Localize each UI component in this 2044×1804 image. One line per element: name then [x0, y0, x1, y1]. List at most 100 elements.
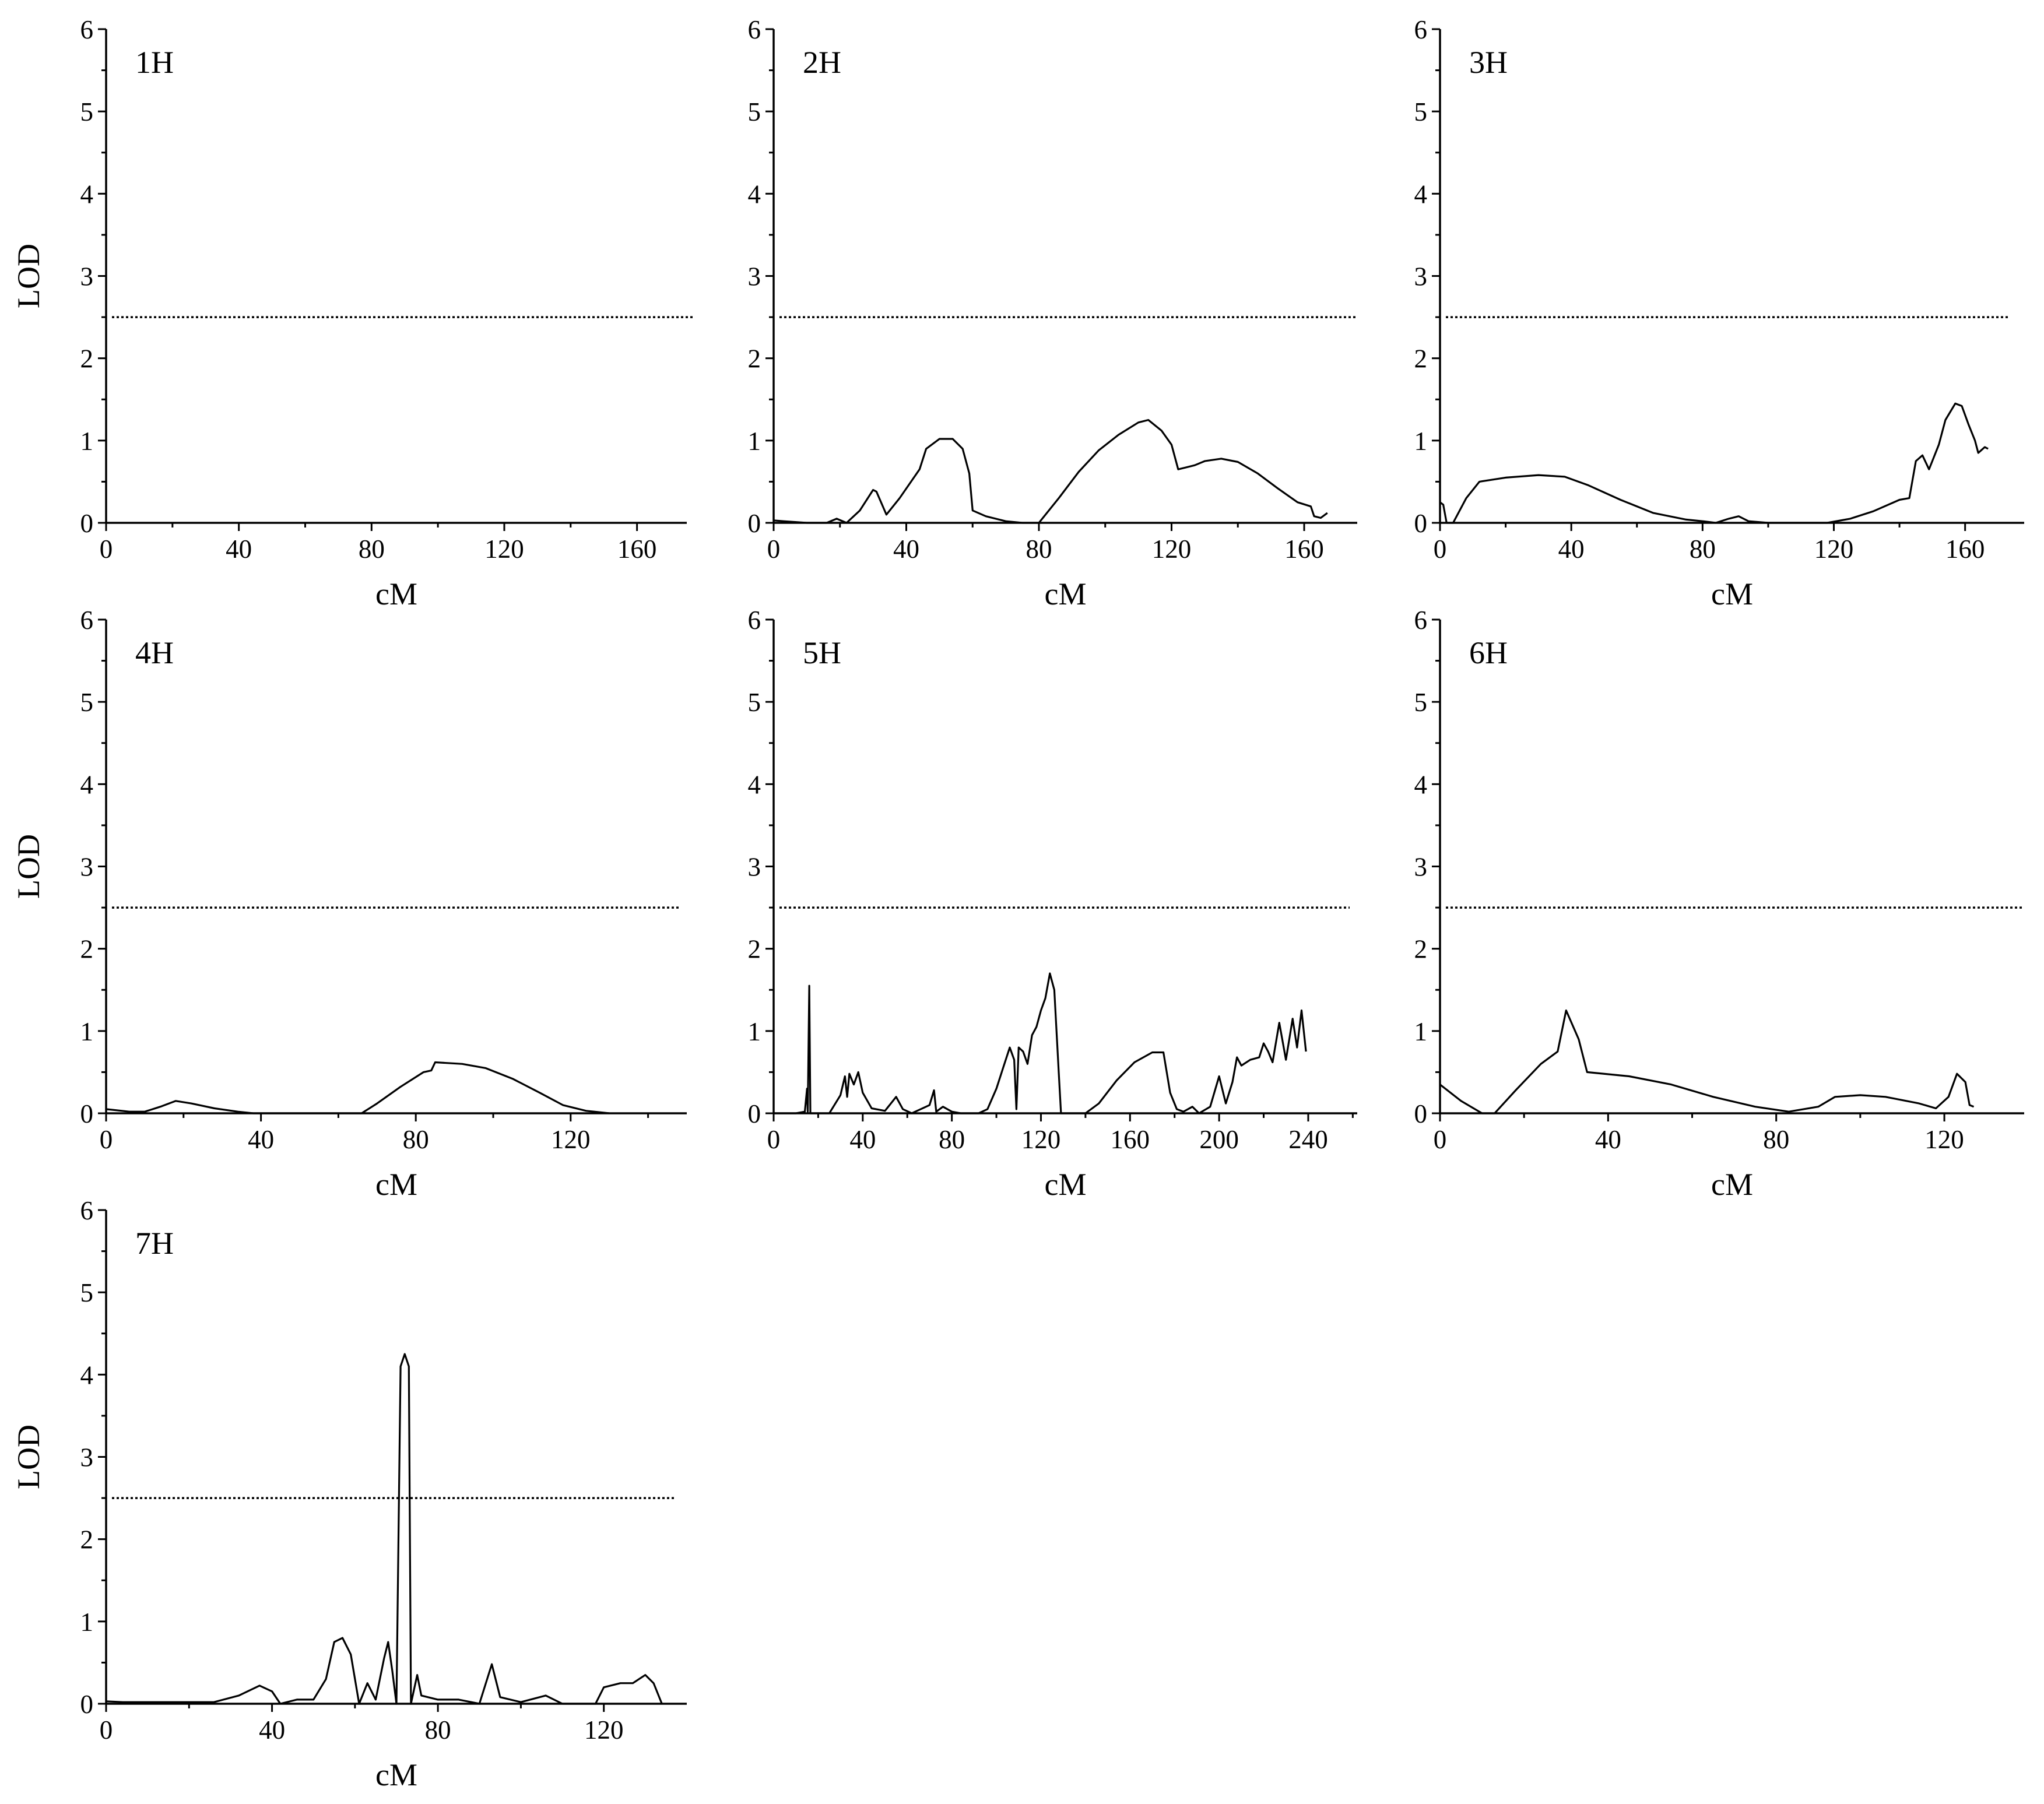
y-tick-label: 4 — [80, 770, 94, 799]
y-tick-label: 5 — [80, 1278, 94, 1307]
x-tick-label: 160 — [617, 534, 657, 564]
y-tick-label: 2 — [748, 344, 761, 374]
y-tick-label: 5 — [1414, 688, 1428, 717]
x-axis-title: cM — [1711, 1167, 1753, 1202]
panel-4H: 4H cM LOD 0 1 2 3 4 5 6 0 40 80 120 — [11, 606, 687, 1202]
y-tick-label: 5 — [748, 688, 761, 717]
y-tick-label: 2 — [1414, 344, 1428, 374]
y-tick-label: 1 — [1414, 1017, 1428, 1046]
panel-label: 4H — [135, 635, 174, 670]
y-axis-title: LOD — [11, 834, 46, 899]
x-tick-label: 160 — [1284, 534, 1324, 564]
x-tick-label: 200 — [1199, 1125, 1239, 1154]
panel-1H: 1H cM LOD 0 1 2 3 4 5 6 0 40 80 120 160 — [11, 15, 693, 611]
y-tick-label: 2 — [80, 344, 94, 374]
y-tick-label: 0 — [80, 509, 94, 538]
x-tick-label: 0 — [767, 1125, 781, 1154]
x-tick-label: 40 — [226, 534, 252, 564]
x-tick-label: 80 — [1026, 534, 1052, 564]
x-axis-title: cM — [1711, 576, 1753, 611]
y-tick-label: 6 — [80, 606, 94, 635]
x-tick-label: 0 — [100, 1715, 113, 1745]
y-tick-label: 1 — [80, 1608, 94, 1637]
x-tick-label: 80 — [403, 1125, 429, 1154]
x-axis-title: cM — [375, 1167, 417, 1202]
x-tick-label: 40 — [1595, 1125, 1621, 1154]
y-tick-label: 2 — [80, 1525, 94, 1555]
x-tick-label: 240 — [1288, 1125, 1328, 1154]
x-tick-label: 120 — [584, 1715, 624, 1745]
y-tick-label: 6 — [80, 1196, 94, 1225]
y-tick-label: 0 — [80, 1690, 94, 1719]
y-tick-label: 6 — [1414, 15, 1428, 44]
y-tick-label: 4 — [1414, 770, 1428, 799]
y-tick-label: 0 — [1414, 1099, 1428, 1128]
y-tick-label: 5 — [1414, 97, 1428, 126]
x-tick-label: 80 — [939, 1125, 965, 1154]
x-tick-label: 0 — [100, 534, 113, 564]
x-tick-label: 40 — [1558, 534, 1585, 564]
lod-curve — [1439, 1009, 1975, 1114]
y-tick-label: 0 — [748, 1099, 761, 1128]
panel-6H: 6H cM 0 1 2 3 4 5 6 0 40 80 120 — [1414, 606, 2024, 1202]
panel-label: 6H — [1469, 635, 1508, 670]
x-axis-title: cM — [1045, 576, 1087, 611]
x-tick-label: 40 — [248, 1125, 274, 1154]
x-tick-label: 0 — [767, 534, 781, 564]
x-axis-title: cM — [375, 576, 417, 611]
x-axis-title: cM — [1045, 1167, 1087, 1202]
panel-label: 2H — [803, 45, 841, 80]
panel-label: 7H — [135, 1226, 174, 1261]
x-tick-label: 120 — [1814, 534, 1854, 564]
x-axis-title: cM — [375, 1757, 417, 1792]
x-tick-label: 120 — [551, 1125, 591, 1154]
panel-label: 3H — [1469, 45, 1508, 80]
y-tick-label: 6 — [80, 15, 94, 44]
panel-2H: 2H cM 0 1 2 3 4 5 6 0 40 80 120 160 — [748, 15, 1357, 611]
x-tick-label: 120 — [1152, 534, 1192, 564]
x-tick-label: 40 — [259, 1715, 285, 1745]
y-tick-label: 4 — [748, 770, 761, 799]
lod-curve — [106, 1061, 610, 1114]
x-tick-label: 80 — [1763, 1125, 1789, 1154]
panel-label: 1H — [135, 45, 174, 80]
x-tick-label: 0 — [100, 1125, 113, 1154]
y-tick-label: 3 — [1414, 853, 1428, 882]
y-axis-title: LOD — [11, 244, 46, 308]
y-tick-label: 1 — [748, 1017, 761, 1046]
y-tick-label: 1 — [1414, 427, 1428, 456]
y-tick-label: 6 — [748, 15, 761, 44]
y-tick-label: 3 — [80, 853, 94, 882]
y-tick-label: 1 — [80, 427, 94, 456]
y-tick-label: 4 — [80, 1360, 94, 1390]
y-tick-label: 5 — [80, 97, 94, 126]
y-tick-label: 4 — [80, 180, 94, 209]
panel-3H: 3H cM 0 1 2 3 4 5 6 0 40 80 120 160 — [1414, 15, 2024, 611]
y-tick-label: 5 — [80, 688, 94, 717]
y-tick-label: 4 — [1414, 180, 1428, 209]
y-tick-label: 6 — [1414, 606, 1428, 635]
y-tick-label: 3 — [80, 262, 94, 291]
x-tick-label: 120 — [484, 534, 524, 564]
x-tick-label: 0 — [1434, 534, 1447, 564]
y-tick-label: 4 — [748, 180, 761, 209]
y-tick-label: 0 — [80, 1099, 94, 1128]
panel-7H: 7H cM LOD 0 1 2 3 4 5 6 0 40 80 120 — [11, 1196, 687, 1792]
y-tick-label: 5 — [748, 97, 761, 126]
y-tick-label: 1 — [80, 1017, 94, 1046]
y-tick-label: 1 — [748, 427, 761, 456]
lod-curve — [1439, 402, 1989, 524]
x-tick-label: 40 — [849, 1125, 876, 1154]
y-axis-title: LOD — [11, 1425, 46, 1489]
x-tick-label: 160 — [1945, 534, 1985, 564]
y-tick-label: 2 — [748, 935, 761, 964]
lod-curve — [773, 419, 1328, 524]
x-tick-label: 120 — [1021, 1125, 1061, 1154]
x-tick-label: 160 — [1111, 1125, 1150, 1154]
lod-curve — [106, 1353, 663, 1705]
y-tick-label: 0 — [748, 509, 761, 538]
y-tick-label: 2 — [1414, 935, 1428, 964]
y-tick-label: 3 — [748, 853, 761, 882]
